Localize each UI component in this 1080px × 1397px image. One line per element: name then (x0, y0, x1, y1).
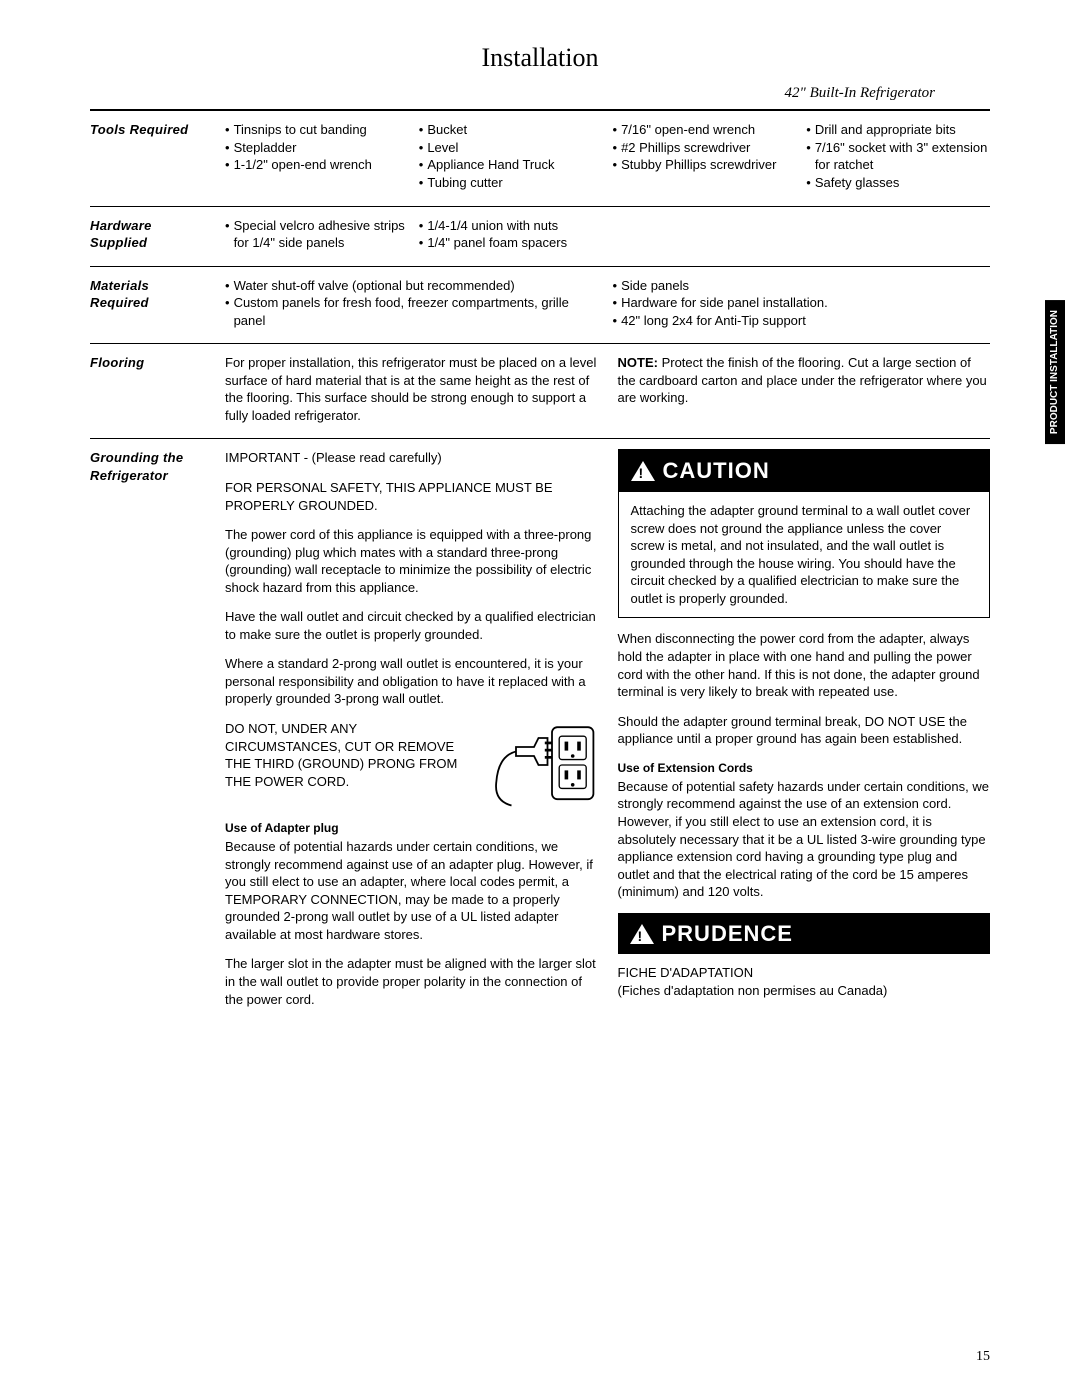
adapter-heading: Use of Adapter plug (225, 820, 598, 836)
grounding-text: Because of potential safety hazards unde… (618, 778, 991, 901)
tools-col4: Drill and appropriate bits 7/16" socket … (806, 121, 990, 191)
caution-body-text: Attaching the adapter ground terminal to… (619, 492, 990, 617)
material-item: 42" long 2x4 for Anti-Tip support (621, 312, 990, 330)
divider (90, 343, 990, 344)
grounding-text: The power cord of this appliance is equi… (225, 526, 598, 596)
tool-item: 7/16" open-end wrench (621, 121, 796, 139)
prudence-title: PRUDENCE (662, 919, 793, 949)
section-grounding: Grounding the Refrigerator IMPORTANT - (… (90, 449, 990, 1008)
tool-item: Drill and appropriate bits (815, 121, 990, 139)
section-label-tools: Tools Required (90, 121, 205, 191)
section-label-hardware: Hardware Supplied (90, 217, 205, 252)
tools-col3: 7/16" open-end wrench #2 Phillips screwd… (613, 121, 797, 191)
grounding-text: Because of potential hazards under certa… (225, 838, 598, 943)
grounding-text: Where a standard 2-prong wall outlet is … (225, 655, 598, 708)
tool-item: Level (427, 139, 602, 157)
divider (90, 438, 990, 439)
material-item: Hardware for side panel installation. (621, 294, 990, 312)
material-item: Water shut-off valve (optional but recom… (234, 277, 603, 295)
tools-col1: Tinsnips to cut banding Stepladder 1-1/2… (225, 121, 409, 191)
page-number: 15 (976, 1348, 990, 1367)
tool-item: Tinsnips to cut banding (234, 121, 409, 139)
tool-item: Stubby Phillips screwdriver (621, 156, 796, 174)
extension-heading: Use of Extension Cords (618, 760, 991, 776)
material-item: Custom panels for fresh food, freezer co… (234, 294, 603, 329)
caution-title: CAUTION (663, 456, 770, 486)
grounding-left: IMPORTANT - (Please read carefully) FOR … (225, 449, 598, 1008)
page-subtitle: 42" Built-In Refrigerator (90, 83, 990, 103)
warning-icon (631, 461, 655, 481)
tool-item: Bucket (427, 121, 602, 139)
grounding-text: The larger slot in the adapter must be a… (225, 955, 598, 1008)
caution-header: CAUTION (619, 450, 990, 492)
grounding-text: When disconnecting the power cord from t… (618, 630, 991, 700)
section-label-grounding: Grounding the Refrigerator (90, 449, 205, 1008)
page-title: Installation (90, 40, 990, 75)
plug-outlet-icon (488, 720, 598, 810)
side-tab: PRODUCT INSTALLATION (1045, 300, 1065, 444)
hardware-item: 1/4" panel foam spacers (427, 234, 602, 252)
flooring-note-text: Protect the finish of the flooring. Cut … (618, 355, 987, 405)
divider (90, 109, 990, 111)
grounding-donot-text: DO NOT, UNDER ANY CIRCUMSTANCES, CUT OR … (225, 720, 474, 790)
section-label-materials: Materials Required (90, 277, 205, 330)
tool-item: Safety glasses (815, 174, 990, 192)
section-flooring: Flooring For proper installation, this r… (90, 354, 990, 424)
materials-col2: Side panels Hardware for side panel inst… (613, 277, 991, 330)
tool-item: Appliance Hand Truck (427, 156, 602, 174)
hardware-item: Special velcro adhesive strips for 1/4" … (234, 217, 409, 252)
tool-item: #2 Phillips screwdriver (621, 139, 796, 157)
grounding-text: Should the adapter ground terminal break… (618, 713, 991, 748)
tool-item: 7/16" socket with 3" extension for ratch… (815, 139, 990, 174)
section-label-flooring: Flooring (90, 354, 205, 424)
section-tools: Tools Required Tinsnips to cut banding S… (90, 121, 990, 191)
grounding-text: IMPORTANT - (Please read carefully) (225, 449, 598, 467)
prudence-header: PRUDENCE (618, 913, 991, 955)
hardware-item: 1/4-1/4 union with nuts (427, 217, 602, 235)
section-hardware: Hardware Supplied Special velcro adhesiv… (90, 217, 990, 252)
caution-box: CAUTION Attaching the adapter ground ter… (618, 449, 991, 618)
grounding-right: CAUTION Attaching the adapter ground ter… (618, 449, 991, 1008)
divider (90, 266, 990, 267)
grounding-text: Have the wall outlet and circuit checked… (225, 608, 598, 643)
hardware-col1: Special velcro adhesive strips for 1/4" … (225, 217, 409, 252)
tool-item: Stepladder (234, 139, 409, 157)
flooring-right: NOTE: Protect the finish of the flooring… (618, 354, 991, 424)
flooring-left: For proper installation, this refrigerat… (225, 354, 598, 424)
hardware-col2: 1/4-1/4 union with nuts 1/4" panel foam … (419, 217, 603, 252)
divider (90, 206, 990, 207)
fiche-text: FICHE D'ADAPTATION (618, 964, 991, 982)
section-materials: Materials Required Water shut-off valve … (90, 277, 990, 330)
material-item: Side panels (621, 277, 990, 295)
grounding-text: FOR PERSONAL SAFETY, THIS APPLIANCE MUST… (225, 479, 598, 514)
materials-col1: Water shut-off valve (optional but recom… (225, 277, 603, 330)
note-label: NOTE: (618, 355, 658, 370)
tool-item: 1-1/2" open-end wrench (234, 156, 409, 174)
tools-col2: Bucket Level Appliance Hand Truck Tubing… (419, 121, 603, 191)
tool-item: Tubing cutter (427, 174, 602, 192)
fiche-text: (Fiches d'adaptation non permises au Can… (618, 982, 991, 1000)
warning-icon (630, 924, 654, 944)
